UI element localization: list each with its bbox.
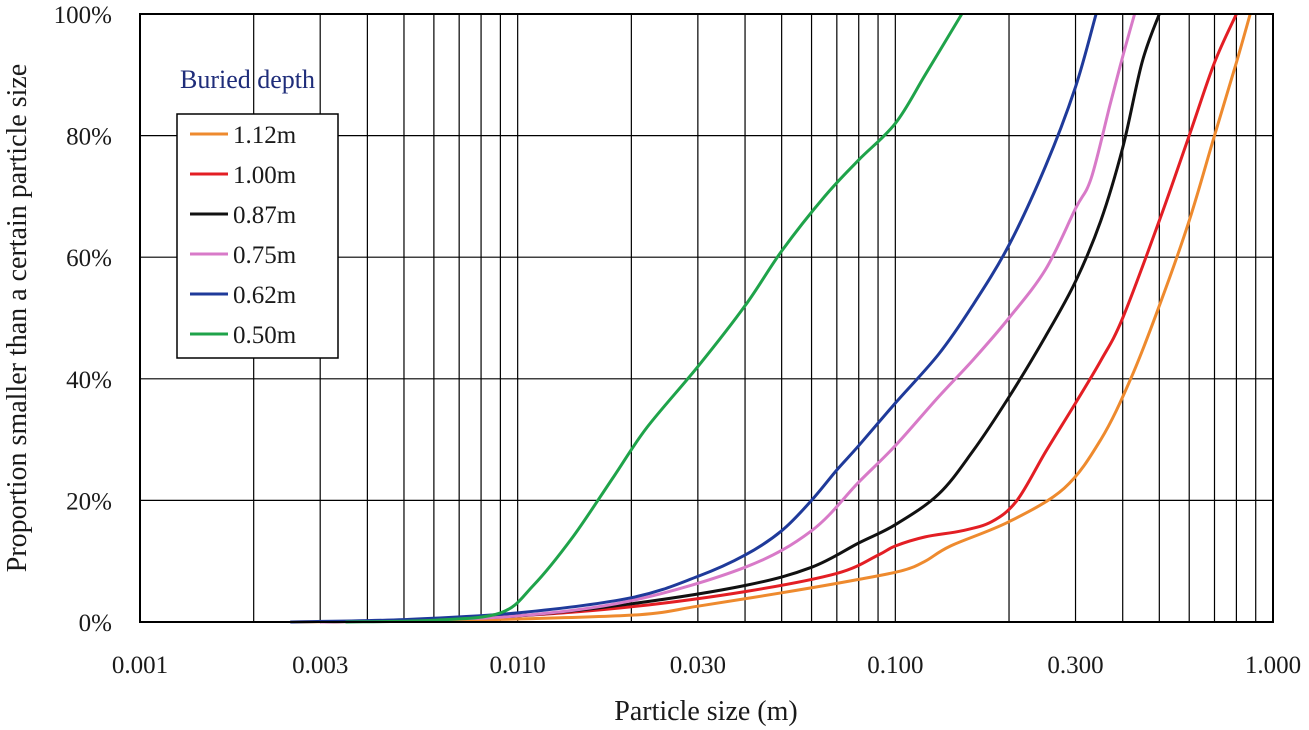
legend-label-0.87m: 0.87m: [233, 202, 297, 229]
y-tick-label: 80%: [66, 124, 112, 151]
legend: 1.12m 1.00m 0.87m 0.75m 0.62m 0.50m: [176, 113, 339, 359]
grid: [140, 14, 1273, 622]
x-axis-title: Particle size (m): [614, 696, 797, 727]
y-tick-label: 60%: [66, 245, 112, 272]
legend-title: Buried depth: [180, 65, 315, 94]
y-tick-label: 40%: [66, 367, 112, 394]
y-axis-title: Proportion smaller than a certain partic…: [2, 64, 33, 572]
y-tick-label: 100%: [54, 2, 112, 29]
series-line-0.75m: [320, 13, 1137, 624]
legend-box: [176, 113, 339, 359]
series-lines: [290, 13, 1252, 624]
x-tick-label: 0.001: [112, 652, 168, 679]
x-tick-label: 0.010: [490, 652, 546, 679]
series-line-1.12m: [290, 13, 1252, 624]
x-tick-label: 1.000: [1245, 652, 1301, 679]
series-line-0.62m: [290, 13, 1098, 624]
x-tick-label: 0.030: [670, 652, 726, 679]
x-tick-label: 0.003: [292, 652, 348, 679]
y-tick-labels: 0% 20% 40% 60% 80% 100%: [54, 2, 112, 637]
legend-label-0.50m: 0.50m: [233, 322, 297, 349]
x-tick-labels: 0.001 0.003 0.010 0.030 0.100 0.300 1.000: [112, 652, 1301, 679]
y-tick-label: 0%: [79, 610, 112, 637]
legend-label-1.12m: 1.12m: [233, 122, 297, 149]
legend-label-1.00m: 1.00m: [233, 162, 297, 189]
x-tick-label: 0.100: [867, 652, 923, 679]
legend-label-0.62m: 0.62m: [233, 282, 297, 309]
y-tick-label: 20%: [66, 488, 112, 515]
plot-frame: [139, 13, 1274, 623]
series-line-0.50m: [345, 13, 964, 624]
x-tick-label: 0.300: [1047, 652, 1103, 679]
legend-label-0.75m: 0.75m: [233, 242, 297, 269]
series-line-1.00m: [320, 13, 1238, 624]
